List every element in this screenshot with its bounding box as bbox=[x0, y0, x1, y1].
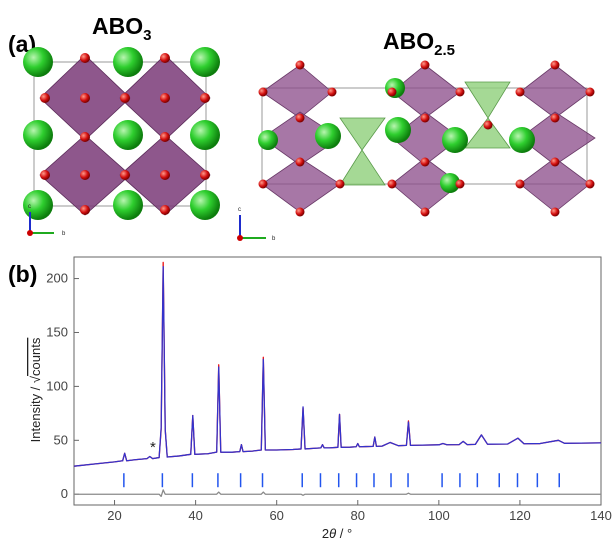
formula-text: ABO bbox=[92, 13, 143, 39]
abo25-structure: c b bbox=[237, 61, 595, 243]
y-tick-label: 50 bbox=[54, 432, 68, 447]
panel-label: (b) bbox=[8, 261, 37, 287]
pattern-line bbox=[74, 490, 601, 496]
x-tick-label: 140 bbox=[590, 508, 612, 523]
y-axis-label: Intensity / √counts bbox=[28, 337, 43, 442]
x-tick-label: 120 bbox=[509, 508, 531, 523]
x-axis-label: 2θ / ° bbox=[322, 526, 352, 541]
x-tick-label: 60 bbox=[269, 508, 283, 523]
abo3-structure: c b bbox=[23, 47, 220, 237]
plot-frame bbox=[74, 257, 601, 505]
figure: (a) ABO3 ABO2.5 c b bbox=[0, 0, 615, 543]
x-label-text: 2 bbox=[322, 526, 329, 541]
x-tick-label: 100 bbox=[428, 508, 450, 523]
x-label-unit: / ° bbox=[336, 526, 352, 541]
formula: ABO2.5 bbox=[383, 28, 455, 59]
x-tick-label: 20 bbox=[107, 508, 121, 523]
pattern-line bbox=[74, 267, 601, 466]
formula-subscript: 3 bbox=[143, 27, 151, 44]
y-tick-label: 200 bbox=[46, 271, 68, 286]
x-tick-label: 80 bbox=[351, 508, 365, 523]
x-label-symbol: θ bbox=[329, 526, 336, 541]
axis-label: b bbox=[272, 236, 276, 242]
pattern-line bbox=[74, 262, 601, 466]
y-label-text: Intensity / √ bbox=[28, 375, 43, 442]
x-tick-label: 40 bbox=[188, 508, 202, 523]
formula-text: ABO bbox=[383, 28, 434, 54]
axis-label: c bbox=[28, 204, 31, 210]
annotation: * bbox=[150, 439, 156, 456]
axis-label: b bbox=[62, 231, 66, 237]
y-tick-label: 0 bbox=[61, 486, 68, 501]
formula-subscript: 2.5 bbox=[434, 42, 455, 59]
y-label-radicand: counts bbox=[28, 337, 43, 376]
y-tick-label: 100 bbox=[46, 378, 68, 393]
formula: ABO3 bbox=[92, 13, 151, 44]
y-tick-label: 150 bbox=[46, 324, 68, 339]
axis-label: c bbox=[238, 207, 241, 213]
